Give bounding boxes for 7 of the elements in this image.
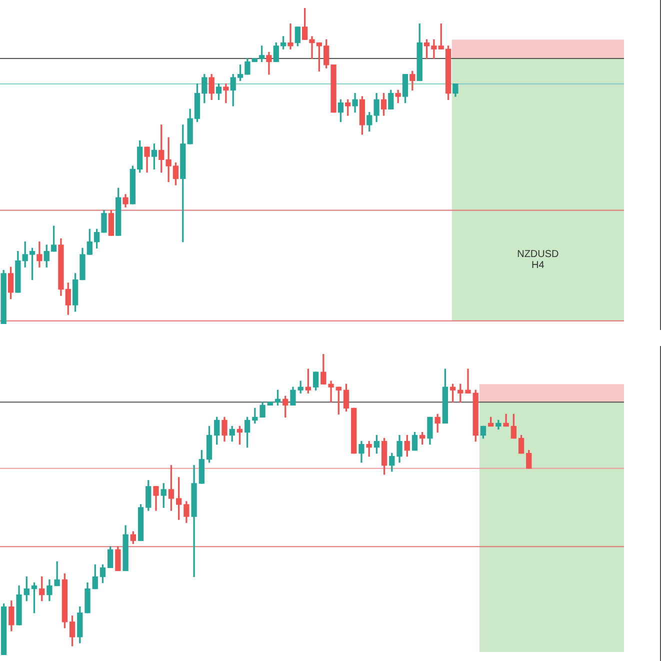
annotation: NZDUSD — [517, 249, 559, 260]
candlestick — [366, 440, 372, 457]
candlestick — [223, 84, 229, 104]
candlestick — [288, 23, 294, 50]
candlestick — [328, 380, 334, 402]
candlestick — [465, 368, 471, 394]
annotation: H4 — [532, 260, 545, 272]
